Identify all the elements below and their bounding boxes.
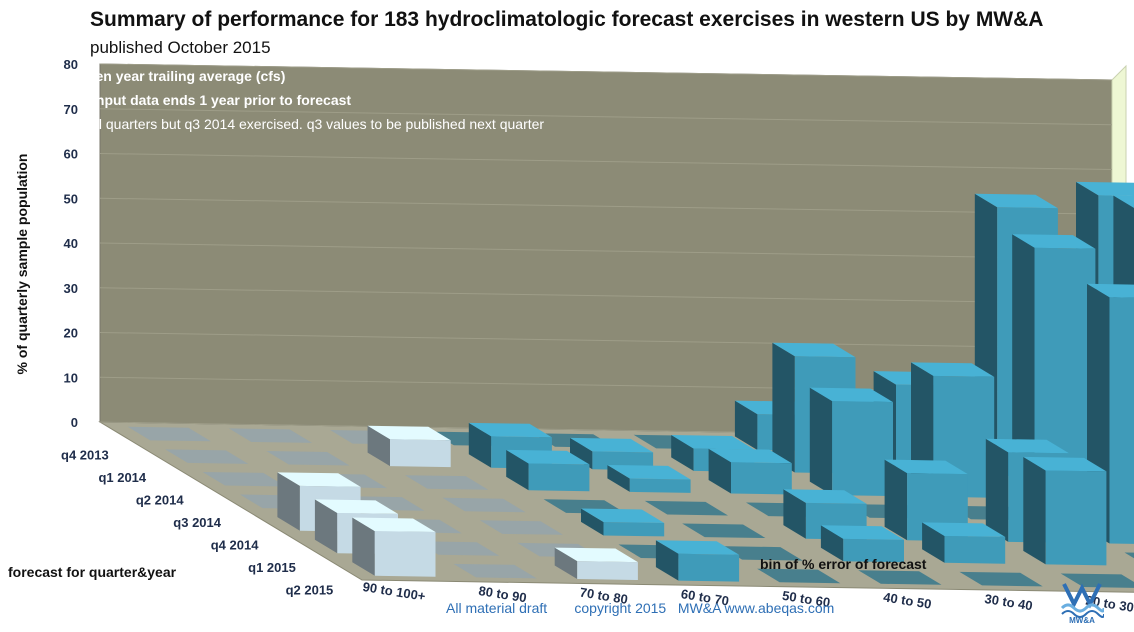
y-tick-label: 70 [64, 102, 78, 117]
y-tick-label: 0 [71, 415, 78, 430]
y-tick-label: 40 [64, 236, 78, 251]
bar-5-8 [1124, 552, 1134, 559]
x-tick-label: 80 to 90 [478, 583, 528, 605]
bar-6-4 [757, 568, 841, 584]
x-tick-label: 50 to 60 [781, 588, 831, 610]
bar-1-0 [165, 449, 249, 464]
y-tick-label: 50 [64, 191, 78, 206]
chart-bars [127, 181, 1134, 588]
annotation-2: Input data ends 1 year prior to forecast [92, 92, 352, 108]
depth-tick-label: q1 2015 [248, 560, 296, 575]
y-tick-label: 30 [64, 281, 78, 296]
bar-3-2 [442, 497, 526, 513]
mwa-logo: MW&A [1060, 578, 1106, 628]
y-tick-label: 80 [64, 57, 78, 72]
bar-6-0 [352, 517, 436, 577]
bar-4-4 [682, 523, 766, 538]
annotation-1: Ten year trailing average (cfs) [88, 68, 286, 84]
bar-6-1 [453, 563, 537, 579]
bar-5-6 [922, 522, 1006, 564]
depth-tick-label: q1 2014 [98, 470, 146, 485]
bar-2-5 [708, 448, 792, 495]
bar-5-7 [1023, 456, 1107, 566]
bar-5-4 [719, 546, 803, 561]
y-axis-title: % of quarterly sample population [14, 153, 30, 375]
bar-5-5 [820, 525, 904, 563]
bar-5-1 [416, 541, 500, 556]
bar-6-6 [959, 571, 1043, 587]
y-tick-label: 20 [64, 326, 78, 341]
y-tick-label: 60 [64, 147, 78, 162]
annotation-3: all quarters but q3 2014 exercised. q3 v… [88, 116, 545, 132]
logo-label: MW&A [1069, 616, 1095, 625]
bar-2-2 [405, 475, 489, 490]
chart-subtitle: published October 2015 [90, 38, 271, 57]
bar-2-3 [506, 449, 590, 492]
wave-logo-icon [1060, 583, 1106, 618]
depth-tick-label: q4 2014 [211, 538, 259, 553]
depth-tick-label: q4 2013 [61, 447, 109, 462]
bar-6-5 [858, 570, 942, 585]
z-axis-ticks: q4 2013 q1 2014 q2 2014 q3 2014 q4 2014 q1 20… [61, 447, 333, 597]
bar-2-6 [809, 387, 893, 497]
chart-title: Summary of performance for 183 hydroclim… [90, 8, 1044, 31]
bar-0-1 [228, 428, 313, 443]
x-tick-label: 70 to 80 [579, 585, 629, 607]
bar-4-3 [581, 508, 665, 537]
depth-tick-label: q2 2015 [286, 583, 334, 598]
depth-tick-label: q3 2014 [173, 515, 221, 530]
x-axis-title: bin of % error of forecast [760, 556, 927, 572]
x-tick-label: 30 to 40 [984, 591, 1034, 613]
depth-tick-label: q2 2014 [136, 492, 184, 507]
x-tick-label: 40 to 50 [882, 589, 932, 611]
bar-6-3 [655, 540, 740, 582]
bar-2-4 [607, 465, 691, 493]
bar-2-0 [202, 472, 286, 487]
bar-3-4 [644, 500, 728, 516]
footer-copyright: All material draft copyright 2015 MW&A w… [446, 600, 835, 616]
x-tick-label: 90 to 100+ [362, 579, 427, 604]
depth-axis-title: forecast for quarter&year [8, 564, 177, 580]
bar-6-2 [554, 547, 638, 580]
x-tick-label: 60 to 70 [680, 586, 730, 608]
y-axis-ticks: 0 10 20 30 40 50 60 70 80 [64, 57, 78, 430]
bar-4-2 [479, 520, 563, 535]
bar-1-2 [367, 425, 451, 468]
bar-1-1 [266, 451, 350, 466]
bar-2-8 [1012, 234, 1096, 500]
y-tick-label: 10 [64, 370, 78, 385]
bar-0-0 [127, 426, 211, 442]
bar-6-7 [1060, 573, 1134, 588]
